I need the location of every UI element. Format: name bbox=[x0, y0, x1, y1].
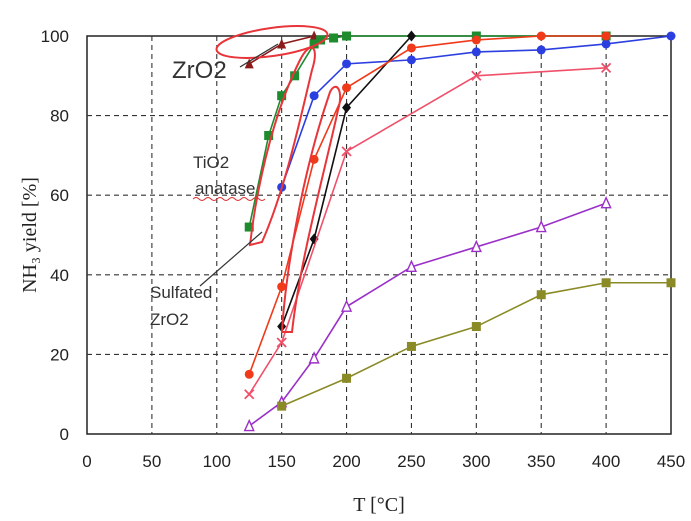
data-point bbox=[536, 45, 546, 55]
data-point bbox=[276, 337, 287, 348]
data-point bbox=[666, 278, 676, 288]
x-tick-label: 150 bbox=[267, 452, 295, 471]
data-point bbox=[342, 31, 352, 41]
data-point bbox=[309, 91, 319, 101]
y-tick-label: 100 bbox=[41, 27, 69, 46]
annotation-anatase: anatase bbox=[195, 179, 256, 198]
y-tick-label: 60 bbox=[50, 186, 69, 205]
series-line bbox=[280, 35, 672, 188]
data-point bbox=[243, 418, 255, 432]
data-point bbox=[471, 35, 481, 45]
data-point bbox=[601, 278, 611, 288]
series bbox=[244, 62, 612, 400]
y-tick-label: 40 bbox=[50, 266, 69, 285]
data-point bbox=[406, 55, 416, 65]
data-point bbox=[244, 58, 254, 69]
data-point bbox=[341, 146, 352, 157]
y-tick-label: 80 bbox=[50, 107, 69, 126]
data-point bbox=[277, 38, 287, 49]
data-point bbox=[244, 369, 254, 379]
data-point bbox=[277, 282, 287, 292]
zro2-arrow bbox=[239, 43, 279, 68]
data-point bbox=[277, 91, 287, 101]
data-point bbox=[600, 195, 612, 209]
tio2-highlight bbox=[248, 46, 316, 247]
x-tick-label: 100 bbox=[203, 452, 231, 471]
data-point bbox=[277, 401, 287, 411]
sulfated-highlight bbox=[280, 85, 342, 333]
data-point bbox=[600, 62, 612, 73]
data-point bbox=[601, 39, 611, 49]
data-point bbox=[329, 33, 339, 43]
data-point bbox=[342, 373, 352, 383]
x-tick-label: 50 bbox=[142, 452, 161, 471]
y-tick-label: 0 bbox=[60, 425, 69, 444]
series bbox=[244, 31, 611, 379]
x-tick-label: 350 bbox=[527, 452, 555, 471]
data-point bbox=[470, 239, 482, 253]
data-point bbox=[342, 83, 352, 93]
annotation-zro2: ZrO2 bbox=[172, 57, 227, 84]
data-point bbox=[536, 31, 546, 41]
data-point bbox=[290, 71, 300, 81]
anatase-wavy-underline bbox=[192, 197, 266, 201]
x-tick-label: 0 bbox=[82, 452, 91, 471]
series bbox=[277, 278, 676, 411]
data-point bbox=[535, 219, 547, 233]
data-point bbox=[405, 259, 418, 273]
sulfated-arrow bbox=[199, 231, 263, 287]
x-tick-label: 400 bbox=[592, 452, 620, 471]
x-tick-label: 200 bbox=[332, 452, 360, 471]
data-point bbox=[471, 47, 481, 57]
annotation-sulfated: Sulfated bbox=[150, 283, 212, 302]
data-point bbox=[406, 341, 416, 351]
x-tick-labels: 0 50 100 150 200 250 300 350 400 450 bbox=[82, 452, 685, 471]
data-point bbox=[308, 351, 320, 364]
series-line bbox=[248, 35, 607, 375]
data-point bbox=[244, 389, 255, 400]
annotation-highlights bbox=[215, 25, 342, 333]
data-point bbox=[406, 30, 416, 42]
zro2-highlight bbox=[215, 25, 329, 59]
data-point bbox=[340, 299, 353, 312]
x-tick-label: 250 bbox=[397, 452, 425, 471]
series-line bbox=[248, 202, 607, 427]
data-point bbox=[244, 222, 254, 232]
data-point bbox=[471, 322, 481, 332]
y-tick-label: 20 bbox=[50, 345, 69, 364]
series-group bbox=[243, 30, 676, 432]
y-axis-title: NH₃ yield [%] bbox=[19, 177, 41, 293]
data-point bbox=[666, 31, 676, 41]
series-line bbox=[280, 35, 413, 327]
x-axis-title: T [°C] bbox=[353, 494, 405, 516]
data-point bbox=[406, 43, 416, 53]
y-tick-labels: 0 20 40 60 80 100 bbox=[41, 27, 69, 444]
data-point bbox=[471, 70, 482, 81]
annotation-tio2: TiO2 bbox=[193, 153, 229, 172]
data-point bbox=[309, 39, 319, 49]
x-tick-label: 300 bbox=[462, 452, 490, 471]
data-point bbox=[342, 102, 352, 114]
data-point bbox=[264, 131, 274, 140]
data-point bbox=[316, 35, 326, 45]
data-point bbox=[342, 59, 352, 69]
data-point bbox=[536, 290, 546, 300]
data-point bbox=[601, 31, 611, 41]
x-tick-label: 450 bbox=[657, 452, 685, 471]
data-point bbox=[309, 154, 319, 164]
plot-area bbox=[86, 35, 672, 435]
annotation-sulfated-zro2: ZrO2 bbox=[150, 310, 189, 329]
